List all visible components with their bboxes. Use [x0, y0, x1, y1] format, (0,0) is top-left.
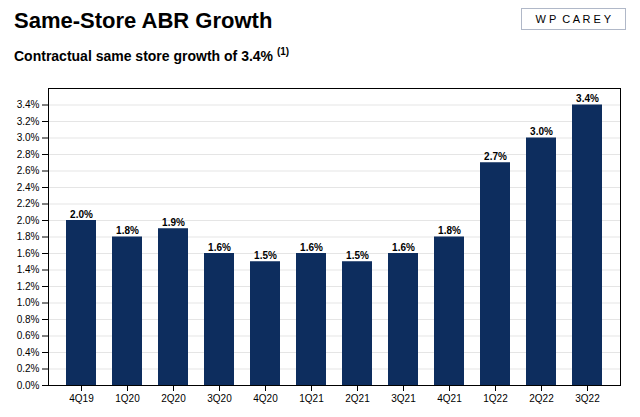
svg-text:3.4%: 3.4%: [576, 93, 599, 104]
svg-text:0.4%: 0.4%: [17, 347, 40, 358]
svg-text:2.7%: 2.7%: [484, 151, 507, 162]
svg-text:0.2%: 0.2%: [17, 363, 40, 374]
svg-text:1Q21: 1Q21: [299, 393, 324, 404]
svg-text:1.6%: 1.6%: [208, 242, 231, 253]
svg-text:0.0%: 0.0%: [17, 380, 40, 391]
svg-text:3.0%: 3.0%: [17, 132, 40, 143]
svg-text:1.8%: 1.8%: [116, 225, 139, 236]
svg-text:3Q22: 3Q22: [575, 393, 600, 404]
svg-text:1.6%: 1.6%: [392, 242, 415, 253]
svg-text:3.0%: 3.0%: [530, 126, 553, 137]
svg-text:1.9%: 1.9%: [162, 217, 185, 228]
svg-text:2.8%: 2.8%: [17, 149, 40, 160]
html-text:W P C A R E Y: W P C A R E Y: [535, 13, 611, 25]
svg-text:2Q22: 2Q22: [529, 393, 554, 404]
svg-text:1.0%: 1.0%: [17, 297, 40, 308]
svg-text:2.0%: 2.0%: [17, 215, 40, 226]
svg-text:3Q21: 3Q21: [391, 393, 416, 404]
svg-text:3.4%: 3.4%: [17, 99, 40, 110]
svg-text:0.6%: 0.6%: [17, 330, 40, 341]
svg-text:1.6%: 1.6%: [300, 242, 323, 253]
svg-text:4Q21: 4Q21: [437, 393, 462, 404]
svg-text:1.8%: 1.8%: [438, 225, 461, 236]
svg-text:2.6%: 2.6%: [17, 165, 40, 176]
html-text:Same-Store ABR Growth: Same-Store ABR Growth: [14, 8, 273, 33]
svg-text:1.5%: 1.5%: [254, 250, 277, 261]
svg-text:2.4%: 2.4%: [17, 182, 40, 193]
svg-text:1.8%: 1.8%: [17, 231, 40, 242]
svg-text:1Q22: 1Q22: [483, 393, 508, 404]
svg-text:3Q20: 3Q20: [207, 393, 232, 404]
html-text:Contractual same store growth: Contractual same store growth of 3.4%(1): [14, 46, 290, 64]
svg-text:4Q19: 4Q19: [69, 393, 94, 404]
svg-text:1Q20: 1Q20: [115, 393, 140, 404]
svg-text:2.0%: 2.0%: [70, 209, 93, 220]
svg-text:1.4%: 1.4%: [17, 264, 40, 275]
svg-text:1.2%: 1.2%: [17, 281, 40, 292]
svg-text:4Q20: 4Q20: [253, 393, 278, 404]
svg-text:1.6%: 1.6%: [17, 248, 40, 259]
svg-text:1.5%: 1.5%: [346, 250, 369, 261]
svg-text:2.2%: 2.2%: [17, 198, 40, 209]
svg-text:0.8%: 0.8%: [17, 314, 40, 325]
svg-text:2Q20: 2Q20: [161, 393, 186, 404]
svg-text:2Q21: 2Q21: [345, 393, 370, 404]
svg-text:3.2%: 3.2%: [17, 116, 40, 127]
